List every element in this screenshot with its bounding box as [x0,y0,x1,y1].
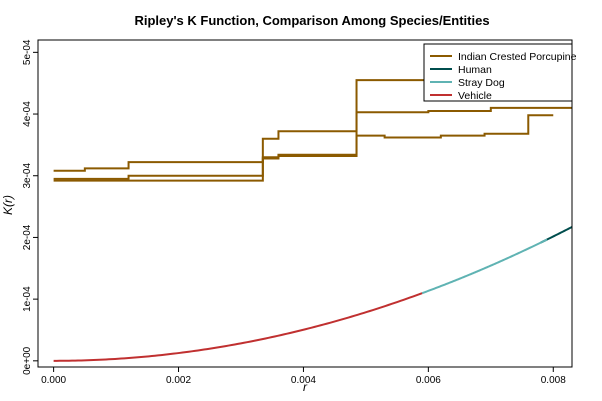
series-line-stray-dog [421,238,548,295]
x-axis-label: r [303,380,308,394]
y-tick-label: 4e-04 [22,101,33,127]
x-tick-label: 0.000 [41,375,66,386]
legend-label: Human [458,64,492,76]
y-axis-label: K(r) [1,195,15,215]
legend-label: Vehicle [458,90,492,102]
y-tick-label: 2e-04 [22,224,33,250]
series-line-porcupine [53,106,572,180]
legend-label: Indian Crested Porcupine [458,51,577,63]
x-axis: 0.000 0.002 0.004 0.006 0.008 [41,366,566,386]
legend-label: Stray Dog [458,77,505,89]
x-tick-label: 0.008 [541,375,566,386]
legend-box [423,43,573,102]
y-tick-label: 0e+00 [22,346,33,375]
series-lines [53,77,573,362]
x-tick-label: 0.002 [166,375,191,386]
series-line-porcupine [53,114,554,182]
x-tick-label: 0.006 [416,375,441,386]
y-axis: 0e+00 1e-04 2e-04 3e-04 4e-04 5e-04 [22,39,38,375]
y-tick-label: 1e-04 [22,286,33,312]
chart-title: Ripley's K Function, Comparison Among Sp… [134,13,489,28]
x-tick-label: 0.004 [291,375,316,386]
y-tick-label: 3e-04 [22,163,33,189]
y-tick-label: 5e-04 [22,39,33,65]
series-line-vehicle [53,292,423,362]
